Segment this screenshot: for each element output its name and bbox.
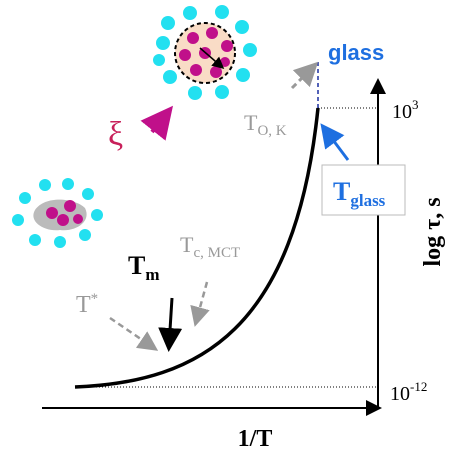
sub: c, MCT <box>193 245 240 261</box>
main: T <box>128 251 145 280</box>
y-bottom-label: 10-12 <box>390 379 427 405</box>
x-label: 1/T <box>238 426 273 452</box>
main: T <box>333 177 350 206</box>
sup: * <box>91 291 99 307</box>
xi-label: ξ <box>108 116 123 153</box>
arrow <box>324 128 348 160</box>
glass-label: glass <box>328 40 384 65</box>
main: T <box>244 110 258 135</box>
exp: -12 <box>410 379 427 394</box>
diagram: 1/T log τ, s 103 10-12 glass TO, K Tglas… <box>0 0 451 455</box>
arrow <box>152 112 168 132</box>
base: 10 <box>392 101 412 123</box>
arrow <box>169 298 172 346</box>
t-m-label: Tm <box>128 251 160 284</box>
arrow <box>292 66 314 88</box>
sub: glass <box>350 191 385 210</box>
sub: m <box>145 265 159 284</box>
main: T <box>180 232 194 257</box>
base: 10 <box>390 383 410 405</box>
t-c-label: Tc, MCT <box>180 232 240 261</box>
sub: O, K <box>257 123 286 139</box>
arrow <box>110 318 154 348</box>
y-top-label: 103 <box>392 97 419 123</box>
main: T <box>76 292 91 318</box>
exp: 3 <box>412 97 419 112</box>
cluster-large <box>153 5 257 100</box>
y-label: log τ, s <box>420 197 446 266</box>
t-ok-label: TO, K <box>244 110 287 139</box>
arrow <box>196 282 207 322</box>
cluster-small <box>12 178 103 248</box>
t-star-label: T* <box>76 291 98 318</box>
